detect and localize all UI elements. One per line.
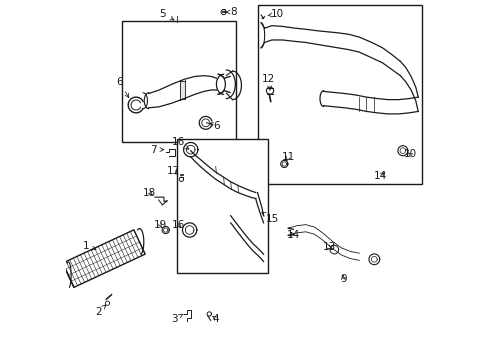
Text: 4: 4 <box>212 314 219 324</box>
Text: 6: 6 <box>116 77 129 98</box>
Text: 1: 1 <box>83 241 96 251</box>
Text: 10: 10 <box>268 9 284 19</box>
Text: 2: 2 <box>95 305 106 317</box>
Text: 14: 14 <box>373 171 387 181</box>
Text: 15: 15 <box>262 212 279 224</box>
Bar <box>122 21 236 143</box>
Text: 17: 17 <box>167 166 180 176</box>
Text: 10: 10 <box>403 149 416 159</box>
Bar <box>258 5 422 184</box>
Text: 5: 5 <box>160 9 174 20</box>
Text: 14: 14 <box>287 230 300 240</box>
Bar <box>177 139 268 273</box>
Text: 6: 6 <box>209 121 220 131</box>
Text: 3: 3 <box>172 314 183 324</box>
Text: 9: 9 <box>340 274 346 284</box>
Text: 16: 16 <box>172 138 189 149</box>
Text: 16: 16 <box>172 220 185 230</box>
Text: 13: 13 <box>322 242 336 252</box>
Text: 7: 7 <box>150 145 164 155</box>
Text: 18: 18 <box>143 188 156 198</box>
Text: 8: 8 <box>226 7 237 17</box>
Text: 12: 12 <box>262 74 275 90</box>
Text: 11: 11 <box>282 152 295 162</box>
Text: 19: 19 <box>153 220 167 230</box>
